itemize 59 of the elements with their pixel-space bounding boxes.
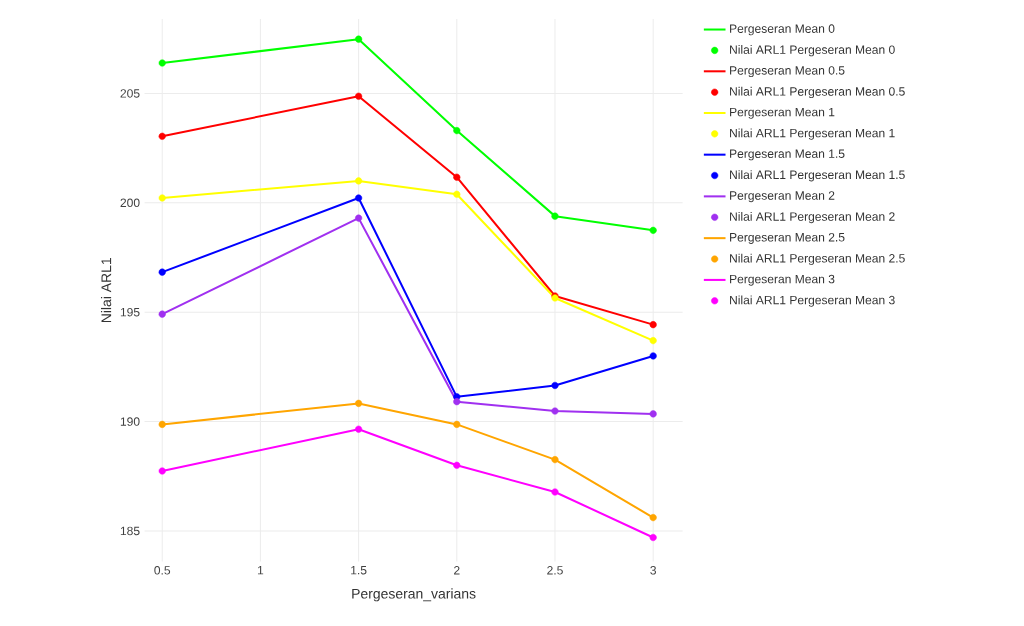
point: [649, 336, 657, 345]
point: [158, 310, 166, 318]
point: [158, 59, 166, 67]
x-tick-label: 3: [650, 565, 656, 575]
point: [355, 35, 363, 43]
point: [649, 513, 657, 522]
legend-label: Nilai ARL1 Pergeseran Mean 0: [730, 44, 895, 57]
y-axis-title: Nilai ARL1: [100, 257, 112, 322]
legend-label: Nilai ARL1 Pergeseran Mean 1.5: [730, 170, 905, 182]
legend-label: Pergeseran Mean 1: [730, 107, 835, 119]
y-tick-label: 190: [120, 417, 140, 426]
point: [551, 407, 559, 415]
y-tick-label: 205: [120, 89, 140, 98]
point: [355, 177, 363, 185]
point: [355, 214, 363, 222]
x-tick-label: 0.5: [154, 565, 171, 575]
legend-label: Nilai ARL1 Pergeseran Mean 2.5: [730, 253, 905, 265]
legend-label: Nilai ARL1 Pergeseran Mean 2: [730, 211, 895, 224]
point: [453, 173, 461, 181]
y-tick-label: 200: [120, 198, 140, 207]
point: [453, 190, 461, 198]
point: [355, 194, 363, 202]
point: [158, 420, 166, 428]
point: [551, 455, 559, 464]
point: [453, 397, 461, 406]
point: [551, 381, 559, 389]
x-tick-label: 2: [454, 565, 460, 575]
x-tick-label: 2.5: [547, 565, 563, 575]
point: [158, 467, 166, 475]
x-tick-label: 1.5: [351, 565, 367, 575]
legend-label: Nilai ARL1 Pergeseran Mean 1: [730, 128, 895, 140]
point: [453, 420, 461, 428]
y-tick-label: 185: [120, 526, 140, 536]
legend-label: Pergeseran Mean 2: [730, 191, 835, 202]
legend-label: Pergeseran Mean 0.5: [730, 66, 845, 77]
point: [355, 92, 363, 100]
point: [158, 194, 166, 202]
legend-label: Pergeseran Mean 0: [730, 24, 835, 36]
legend-label: Nilai ARL1 Pergeseran Mean 3: [730, 295, 895, 307]
point: [551, 488, 559, 496]
point: [355, 399, 363, 407]
point: [355, 425, 363, 433]
point: [649, 533, 657, 541]
legend-label: Pergeseran Mean 1.5: [730, 149, 845, 161]
x-tick-label: 1: [257, 565, 264, 575]
point: [158, 268, 166, 276]
point: [453, 461, 461, 469]
point: [551, 212, 559, 220]
y-tick-label: 195: [120, 307, 140, 317]
legend-label: Pergeseran Mean 3: [730, 274, 835, 286]
legend-label: Nilai ARL1 Pergeseran Mean 0.5: [730, 86, 905, 98]
legend-label: Pergeseran Mean 2.5: [730, 232, 845, 244]
point: [649, 352, 657, 360]
point: [158, 132, 166, 140]
point: [649, 226, 657, 234]
point: [649, 320, 657, 329]
point: [649, 410, 657, 418]
x-axis-title: Pergeseran_varians: [352, 588, 476, 602]
point: [453, 126, 461, 135]
